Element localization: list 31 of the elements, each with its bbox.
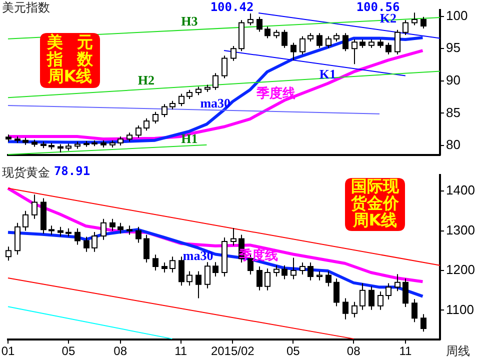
- x-tick-label: 11: [174, 344, 188, 358]
- x-axis-title: 周线: [446, 344, 470, 358]
- y-tick-label: 90: [446, 72, 460, 88]
- series-label: H2: [138, 72, 155, 88]
- annotation: 美元指数周K线: [46, 32, 94, 86]
- annotation: 100.56: [356, 0, 400, 14]
- y-tick-label: 95: [446, 40, 460, 56]
- x-tick-label: 05: [62, 344, 76, 358]
- chart-title: 美元指数: [2, 0, 50, 14]
- y-tick-label: 85: [446, 104, 460, 120]
- y-tick-label: 1300: [446, 222, 475, 238]
- annotation: 国际现货金价周K线: [350, 176, 400, 230]
- x-tick-label: 11: [399, 344, 412, 358]
- series-label: H3: [181, 13, 198, 28]
- series-label: ma30: [200, 95, 231, 110]
- series-label: K1: [319, 66, 336, 82]
- x-tick-label: 01: [1, 344, 15, 358]
- chart-title: 现货黄金: [2, 165, 50, 180]
- x-tick-label: 2015/02: [210, 344, 255, 358]
- annotation: 100.42: [210, 0, 254, 14]
- x-tick-label: 05: [286, 344, 300, 358]
- x-tick-label: 08: [114, 344, 128, 358]
- y-tick-label: 80: [446, 137, 460, 152]
- x-tick-label: 08: [346, 344, 361, 358]
- y-tick-label: 100: [446, 8, 468, 23]
- y-tick-label: 1100: [446, 302, 474, 317]
- series-label: H1: [181, 131, 198, 146]
- y-tick-label: 1400: [446, 182, 475, 198]
- annotation: 78.91: [54, 164, 90, 178]
- series-label: ma30: [182, 248, 214, 264]
- y-tick-label: 1200: [446, 262, 475, 278]
